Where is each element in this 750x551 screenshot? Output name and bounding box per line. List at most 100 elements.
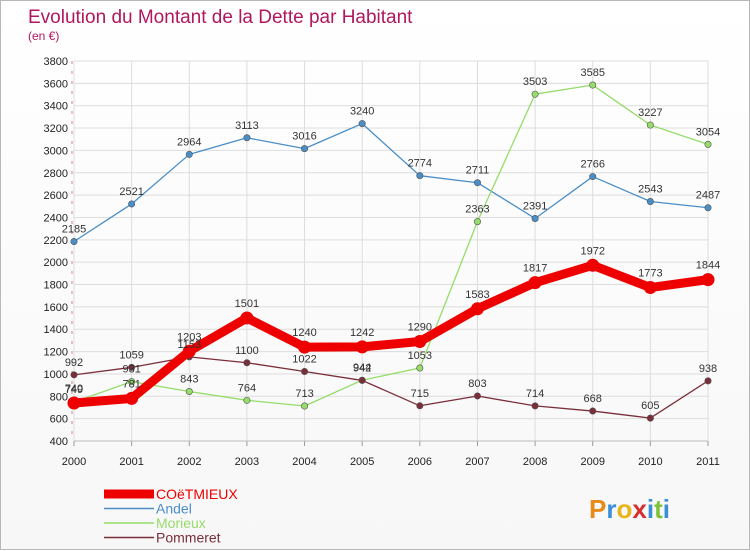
- series-lines: [67, 81, 715, 422]
- chart-subtitle: (en €): [28, 29, 59, 43]
- data-label: 1100: [235, 345, 259, 357]
- x-tick-label: 2000: [62, 456, 86, 468]
- x-tick-label: 2007: [465, 456, 489, 468]
- data-point: [416, 402, 424, 410]
- data-label: 944: [353, 362, 371, 374]
- x-tick-label: 2008: [523, 456, 547, 468]
- data-label: 2711: [466, 165, 490, 177]
- data-labels: 2185 2521 2964 3113 3016 3240 2774 2711 2391 2766…: [62, 67, 720, 412]
- data-point: [298, 340, 312, 354]
- data-label: 1059: [119, 349, 143, 361]
- data-point: [301, 145, 309, 153]
- data-label: 3585: [580, 67, 604, 79]
- data-label: 2543: [638, 183, 662, 195]
- data-label: 1290: [408, 322, 432, 334]
- chart-title: Evolution du Montant de la Dette par Hab…: [28, 7, 413, 28]
- data-label: 2774: [408, 158, 432, 170]
- y-tick-label: 1800: [44, 280, 68, 292]
- data-label: 740: [65, 383, 83, 395]
- data-point: [646, 121, 654, 129]
- data-point: [67, 396, 81, 410]
- data-label: 1501: [235, 298, 259, 310]
- data-label: 1203: [177, 331, 201, 343]
- data-point: [704, 204, 712, 212]
- data-point: [473, 392, 481, 400]
- data-point: [646, 414, 654, 422]
- y-tick-label: 1600: [44, 302, 68, 314]
- data-label: 843: [180, 373, 198, 385]
- data-point: [128, 378, 136, 386]
- y-tick-label: 400: [50, 436, 68, 448]
- logo-letter: P: [589, 494, 606, 524]
- data-point: [70, 238, 78, 246]
- data-point: [240, 311, 254, 325]
- data-label: 668: [584, 393, 602, 405]
- data-point: [528, 276, 542, 290]
- data-label: 3503: [523, 76, 547, 88]
- data-label: 1583: [465, 289, 489, 301]
- data-point: [704, 140, 712, 148]
- proxiti-logo-text: Proxiti: [589, 494, 670, 524]
- data-point: [358, 376, 366, 384]
- data-label: 749: [65, 384, 83, 396]
- x-tick-label: 2001: [119, 456, 143, 468]
- data-point: [704, 377, 712, 385]
- data-point: [355, 340, 369, 354]
- legend-label: Pommeret: [156, 530, 221, 546]
- data-label: 3227: [638, 107, 662, 119]
- data-point: [125, 391, 139, 405]
- data-point: [531, 90, 539, 98]
- data-label: 938: [699, 363, 717, 375]
- data-label: 1844: [696, 260, 720, 272]
- data-label: 1240: [292, 327, 316, 339]
- data-label: 3240: [350, 106, 374, 118]
- data-label: 1053: [408, 350, 432, 362]
- data-point: [473, 218, 481, 226]
- data-label: 3113: [235, 120, 259, 132]
- y-tick-label: 1000: [44, 369, 68, 381]
- y-tick-label: 800: [50, 391, 68, 403]
- series-line: [69, 260, 713, 408]
- data-point: [589, 173, 597, 181]
- data-label: 714: [526, 388, 544, 400]
- data-point: [182, 344, 196, 358]
- data-label: 1773: [638, 268, 662, 280]
- data-label: 2391: [523, 200, 547, 212]
- data-label: 1817: [523, 263, 547, 275]
- x-tick-label: 2009: [580, 456, 604, 468]
- y-tick-label: 2200: [44, 235, 68, 247]
- gridlines: [73, 60, 709, 442]
- data-point: [243, 396, 251, 404]
- data-point: [416, 364, 424, 372]
- data-point: [531, 214, 539, 222]
- data-point: [646, 197, 654, 205]
- data-label: 2964: [177, 136, 201, 148]
- logo-letter: o: [616, 494, 632, 524]
- data-label: 781: [122, 378, 140, 390]
- data-label: 1153: [177, 339, 201, 351]
- data-point: [531, 402, 539, 410]
- data-point: [473, 179, 481, 187]
- data-point: [643, 281, 657, 295]
- data-point: [243, 134, 251, 142]
- logo-letter: i: [663, 494, 670, 524]
- data-point: [358, 120, 366, 128]
- data-point: [185, 150, 193, 158]
- data-point: [301, 367, 309, 375]
- data-label: 1022: [292, 353, 316, 365]
- data-point: [586, 258, 600, 272]
- data-point: [185, 387, 193, 395]
- data-label: 2185: [62, 224, 86, 236]
- axes: 400 600 800 1000 1200 1400 1600 1800 2000 2200 240…: [44, 56, 720, 468]
- data-point: [589, 407, 597, 415]
- y-tick-label: 3400: [44, 101, 68, 113]
- x-tick-label: 2004: [292, 456, 316, 468]
- data-point: [128, 200, 136, 208]
- data-point: [701, 273, 715, 287]
- data-label: 803: [468, 378, 486, 390]
- x-tick-label: 2002: [177, 456, 201, 468]
- y-tick-label: 1200: [44, 347, 68, 359]
- data-point: [243, 359, 251, 367]
